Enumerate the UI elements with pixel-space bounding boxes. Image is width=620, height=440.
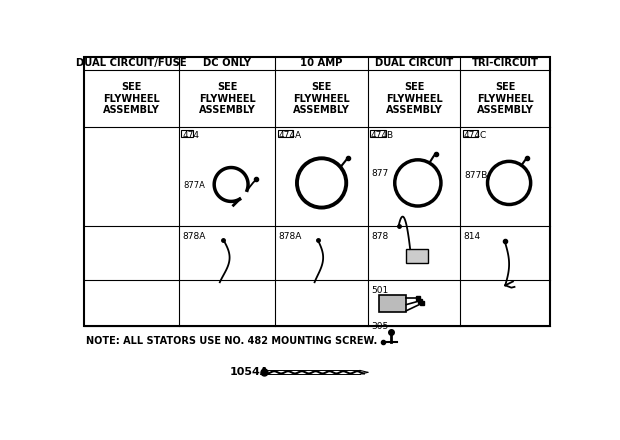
Text: SEE
FLYWHEEL
ASSEMBLY: SEE FLYWHEEL ASSEMBLY (293, 82, 350, 115)
Text: SEE
FLYWHEEL
ASSEMBLY: SEE FLYWHEEL ASSEMBLY (104, 82, 160, 115)
Text: DC ONLY: DC ONLY (203, 58, 251, 68)
Text: 501: 501 (371, 286, 389, 295)
Text: NOTE: ALL STATORS USE NO. 482 MOUNTING SCREW.: NOTE: ALL STATORS USE NO. 482 MOUNTING S… (86, 336, 377, 346)
Bar (463, 130, 478, 137)
Bar (406, 249, 428, 263)
Bar (278, 130, 293, 137)
Text: SEE
FLYWHEEL
ASSEMBLY: SEE FLYWHEEL ASSEMBLY (386, 82, 443, 115)
Text: 878A: 878A (278, 232, 302, 241)
Text: 474B: 474B (371, 131, 394, 139)
Text: 814: 814 (463, 232, 480, 241)
Text: 1054A: 1054A (229, 367, 268, 378)
Bar (370, 130, 386, 137)
Text: 474C: 474C (463, 131, 487, 139)
Bar (84, 57, 551, 326)
Text: 305: 305 (371, 322, 389, 331)
Text: SEE
FLYWHEEL
ASSEMBLY: SEE FLYWHEEL ASSEMBLY (477, 82, 534, 115)
Bar (182, 130, 193, 137)
Text: DUAL CIRCUIT/FUSE: DUAL CIRCUIT/FUSE (76, 58, 187, 68)
Text: 877: 877 (371, 169, 389, 178)
Text: SEE
FLYWHEEL
ASSEMBLY: SEE FLYWHEEL ASSEMBLY (199, 82, 255, 115)
Bar (379, 295, 406, 312)
Text: 878A: 878A (182, 232, 206, 241)
Text: 10 AMP: 10 AMP (301, 58, 343, 68)
Text: 877A: 877A (184, 181, 206, 190)
Text: 474: 474 (182, 131, 199, 139)
Text: DUAL CIRCUIT: DUAL CIRCUIT (375, 58, 453, 68)
Text: 474A: 474A (278, 131, 301, 139)
Text: TRI-CIRCUIT: TRI-CIRCUIT (472, 58, 539, 68)
Text: 877B: 877B (464, 171, 487, 180)
Text: 878: 878 (371, 232, 388, 241)
